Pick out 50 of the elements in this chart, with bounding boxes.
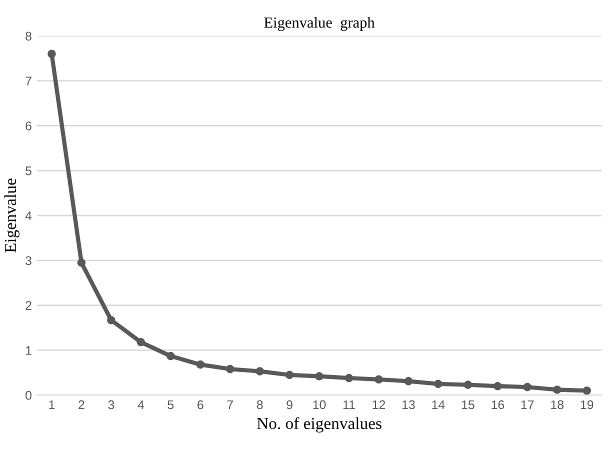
point [196, 360, 205, 369]
x-tick-label: 6 [198, 400, 204, 410]
x-tick-label: 3 [108, 400, 114, 410]
x-tick-label: 13 [402, 400, 415, 410]
x-tick-label: 9 [286, 400, 292, 410]
point [523, 382, 532, 392]
y-tick-label: 1 [26, 346, 32, 355]
y-tick-label: 2 [26, 301, 32, 310]
x-tick-label: 2 [78, 400, 84, 410]
point [464, 380, 472, 389]
y-tick-label: 5 [26, 166, 32, 176]
y-tick-label: 7 [26, 76, 32, 86]
point [285, 370, 294, 380]
x-tick-label: 1 [49, 400, 55, 410]
y-tick-label: 4 [25, 211, 32, 220]
x-tick-label: 5 [168, 400, 174, 410]
x-tick-label: 10 [313, 400, 326, 410]
x-axis-title: No. of eigenvalues [257, 417, 382, 433]
x-tick-label: 17 [521, 400, 534, 410]
x-tick-label: 15 [462, 400, 474, 410]
point [404, 377, 413, 386]
point [315, 372, 324, 380]
point [226, 364, 234, 374]
y-axis-title: Eigenvalue [4, 178, 20, 253]
point [493, 382, 502, 390]
x-tick-label: 4 [138, 400, 144, 410]
point [344, 374, 354, 382]
y-tick-label: 6 [26, 122, 32, 130]
point [77, 258, 86, 267]
point [48, 50, 56, 58]
point [166, 352, 175, 360]
point [107, 316, 116, 324]
point [582, 386, 592, 395]
y-tick-label: 0 [26, 390, 32, 400]
x-tick-label: 19 [580, 400, 594, 410]
chart-title: Eigenvalue graph [264, 16, 375, 31]
y-tick-label: 3 [26, 256, 32, 266]
y-tick-label: 8 [26, 32, 32, 41]
point [256, 367, 264, 376]
x-tick-label: 7 [227, 400, 233, 410]
point [434, 380, 442, 388]
point [136, 338, 146, 346]
x-tick-label: 14 [432, 400, 445, 410]
x-tick-label: 8 [256, 400, 263, 410]
x-tick-label: 11 [343, 400, 355, 410]
x-tick-label: 12 [372, 400, 386, 410]
point [552, 386, 562, 394]
x-tick-label: 18 [551, 400, 564, 410]
point [374, 375, 383, 384]
x-tick-label: 16 [492, 400, 504, 410]
